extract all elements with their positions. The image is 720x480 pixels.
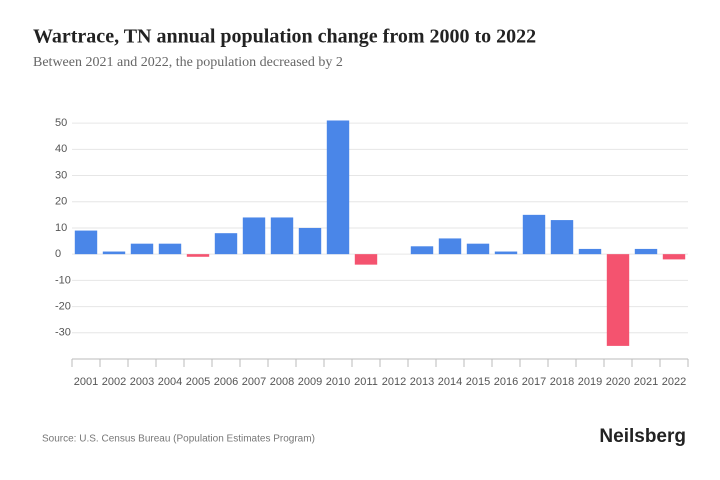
y-tick-label: -10 — [55, 274, 71, 286]
x-tick-label: 2005 — [186, 376, 210, 388]
bar — [662, 254, 686, 260]
bar — [74, 230, 98, 255]
y-tick-label: -30 — [55, 327, 71, 339]
bar — [606, 254, 630, 346]
x-tick-label: 2009 — [298, 376, 322, 388]
x-tick-label: 2017 — [522, 376, 546, 388]
bar — [298, 227, 322, 255]
x-tick-label: 2010 — [326, 376, 350, 388]
bar — [242, 217, 266, 255]
y-tick-label: 40 — [55, 143, 67, 155]
x-tick-label: 2011 — [354, 376, 378, 388]
y-tick-label: 0 — [55, 248, 61, 260]
bar — [466, 243, 490, 255]
bar — [522, 214, 546, 255]
bar — [158, 243, 182, 255]
bar — [634, 248, 658, 255]
bar — [270, 217, 294, 255]
bar — [578, 248, 602, 255]
x-tick-label: 2004 — [158, 376, 182, 388]
y-tick-label: 50 — [55, 117, 67, 129]
y-tick-label: 30 — [55, 169, 67, 181]
bar — [438, 238, 462, 255]
x-tick-label: 2003 — [130, 376, 154, 388]
y-tick-label: 20 — [55, 196, 67, 208]
bar — [354, 254, 378, 265]
y-tick-label: -20 — [55, 300, 71, 312]
x-tick-label: 2001 — [74, 376, 98, 388]
x-tick-label: 2018 — [550, 376, 574, 388]
bar — [326, 120, 350, 255]
x-tick-label: 2020 — [606, 376, 630, 388]
brand: Neilsberg — [599, 426, 686, 447]
chart-subtitle: Between 2021 and 2022, the population de… — [33, 55, 343, 70]
x-tick-label: 2016 — [494, 376, 518, 388]
x-tick-label: 2007 — [242, 376, 266, 388]
x-tick-label: 2006 — [214, 376, 238, 388]
bar — [102, 251, 126, 255]
x-tick-label: 2014 — [438, 376, 462, 388]
x-tick-label: 2022 — [662, 376, 686, 388]
x-tick-label: 2008 — [270, 376, 294, 388]
bar — [494, 251, 518, 255]
y-tick-label: 10 — [55, 222, 67, 234]
bar — [410, 246, 434, 255]
x-tick-label: 2021 — [634, 376, 658, 388]
bar — [550, 220, 574, 255]
x-tick-label: 2013 — [410, 376, 434, 388]
x-tick-label: 2012 — [382, 376, 406, 388]
bar — [130, 243, 154, 255]
source: Source: U.S. Census Bureau (Population E… — [42, 434, 315, 445]
x-tick-label: 2015 — [466, 376, 490, 388]
chart-title: Wartrace, TN annual population change fr… — [33, 26, 536, 48]
bar — [214, 233, 238, 255]
x-tick-label: 2019 — [578, 376, 602, 388]
bar — [186, 254, 210, 257]
x-tick-label: 2002 — [102, 376, 126, 388]
